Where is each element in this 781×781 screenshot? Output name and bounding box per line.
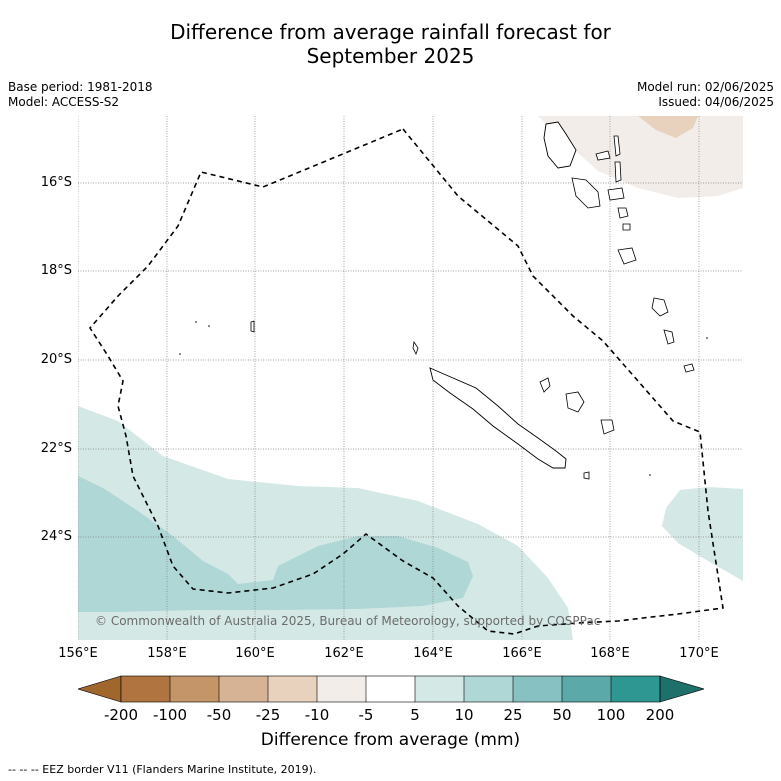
lat-label-20s: 20°S xyxy=(40,352,72,367)
mare-island xyxy=(600,419,615,435)
tanna-island xyxy=(663,329,675,345)
ambrym-island xyxy=(607,187,625,201)
cb-label-5: 5 xyxy=(410,706,420,724)
cb-label-minus-5: -5 xyxy=(358,706,374,724)
cb-label-10: 10 xyxy=(454,706,474,724)
ambae-island xyxy=(595,150,611,161)
colorbar-segment-4 xyxy=(268,676,317,702)
aneityum-island xyxy=(683,363,695,373)
model-run-text: Model run: 02/06/2025 xyxy=(636,80,774,94)
eez-footnote: -- -- -- EEZ border V11 (Flanders Marine… xyxy=(8,763,317,776)
colorbar xyxy=(76,673,706,709)
lifou-island xyxy=(565,391,585,413)
title-line-2: September 2025 xyxy=(306,44,475,68)
cb-label-minus-25: -25 xyxy=(255,706,281,724)
colorbar-segment-3 xyxy=(219,676,268,702)
walpole-island xyxy=(583,471,590,480)
colorbar-upper-extend xyxy=(659,675,706,703)
colorbar-segment-11 xyxy=(611,676,660,702)
wet-region-25mm xyxy=(78,476,473,612)
cb-label-minus-100: -100 xyxy=(152,706,188,724)
reef-dot-5 xyxy=(649,474,651,476)
lat-label-24s: 24°S xyxy=(40,529,72,544)
cb-label-200: 200 xyxy=(645,706,675,724)
colorbar-outline xyxy=(120,675,661,703)
model-text: Model: ACCESS-S2 xyxy=(8,95,120,109)
map-panel xyxy=(78,116,743,640)
espiritu-santo-island xyxy=(543,121,577,169)
dry-region-medium xyxy=(638,116,698,138)
chart-title: Difference from average rainfall forecas… xyxy=(0,20,781,68)
efate-island xyxy=(617,247,637,265)
colorbar-segment-9 xyxy=(513,676,562,702)
colorbar-lower-extend xyxy=(76,675,122,703)
eez-border xyxy=(89,128,724,635)
belep-islands xyxy=(412,340,419,356)
reef-dot-2 xyxy=(208,325,210,327)
epi-island xyxy=(617,207,629,219)
malekula-island xyxy=(571,177,601,209)
colorbar-segment-2 xyxy=(170,676,219,702)
issued-text: Issued: 04/06/2025 xyxy=(658,95,774,109)
rainfall-map xyxy=(78,116,743,640)
colorbar-dividers xyxy=(169,676,612,702)
erromango-island xyxy=(651,297,669,317)
meta-left: Base period: 1981-2018 Model: ACCESS-S2 xyxy=(8,80,153,110)
lon-label-166e: 166°E xyxy=(502,646,542,661)
colorbar-svg xyxy=(76,675,706,703)
cb-label-minus-10: -10 xyxy=(304,706,330,724)
lon-label-160e: 160°E xyxy=(235,646,275,661)
new-caledonia-island xyxy=(429,367,567,469)
meta-right: Model run: 02/06/2025 Issued: 04/06/2025 xyxy=(637,80,774,110)
lon-label-164e: 164°E xyxy=(413,646,453,661)
base-period-text: Base period: 1981-2018 xyxy=(8,80,153,94)
ouvea-island xyxy=(539,377,551,393)
wet-region-east xyxy=(662,487,743,581)
title-line-1: Difference from average rainfall forecas… xyxy=(170,20,611,44)
lon-label-168e: 168°E xyxy=(590,646,630,661)
cb-label-25: 25 xyxy=(503,706,523,724)
lon-label-162e: 162°E xyxy=(324,646,364,661)
lon-label-158e: 158°E xyxy=(147,646,187,661)
colorbar-title: Difference from average (mm) xyxy=(260,730,521,750)
dry-region-light xyxy=(538,116,743,198)
maewo-island xyxy=(613,135,621,157)
pentecost-island xyxy=(614,161,622,183)
reef-dot-1 xyxy=(195,321,197,323)
colorbar-segment-10 xyxy=(562,676,611,702)
lon-label-156e: 156°E xyxy=(58,646,98,661)
lat-label-22s: 22°S xyxy=(40,441,72,456)
reef-dot-3 xyxy=(179,353,181,355)
gridlines xyxy=(78,116,743,640)
colorbar-segment-5 xyxy=(317,676,366,702)
lat-label-18s: 18°S xyxy=(40,263,72,278)
cb-label-50: 50 xyxy=(552,706,572,724)
lat-label-16s: 16°S xyxy=(40,175,72,190)
cb-label-100: 100 xyxy=(596,706,626,724)
chesterfield-reef xyxy=(250,320,255,333)
cb-label-minus-50: -50 xyxy=(206,706,232,724)
cb-label-minus-200: -200 xyxy=(103,706,139,724)
colorbar-segment-6 xyxy=(366,676,415,702)
shepherd-islands xyxy=(622,223,631,231)
colorbar-segment-1 xyxy=(121,676,170,702)
colorbar-segment-8 xyxy=(464,676,513,702)
lon-label-170e: 170°E xyxy=(679,646,719,661)
colorbar-segment-7 xyxy=(415,676,464,702)
reef-dot-4 xyxy=(706,337,708,339)
copyright-text: © Commonwealth of Australia 2025, Bureau… xyxy=(95,614,601,628)
